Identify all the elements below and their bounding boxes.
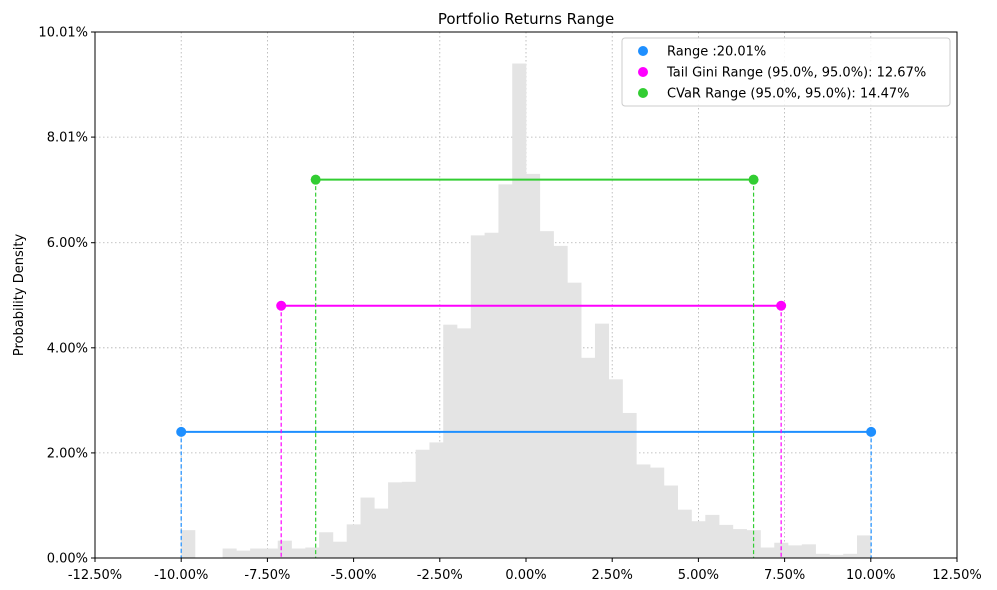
histogram-bar: [677, 509, 692, 558]
range-end-marker: [776, 300, 787, 311]
range-start-marker: [176, 426, 187, 437]
range-end-marker: [748, 174, 759, 185]
legend-label: Tail Gini Range (95.0%, 95.0%): 12.67%: [666, 66, 926, 81]
histogram-bar: [539, 231, 554, 558]
y-axis-ticks: 0.00% 2.00% 4.00% 6.00% 8.01% 10.01%: [38, 26, 95, 567]
histogram-bar: [512, 63, 527, 558]
histogram-bar: [788, 545, 803, 558]
chart-title: Portfolio Returns Range: [438, 10, 614, 28]
legend-label: CVaR Range (95.0%, 95.0%): 14.47%: [667, 87, 910, 102]
legend-marker: [638, 46, 648, 56]
histogram-bar: [305, 547, 320, 558]
histogram-bar: [498, 184, 513, 558]
histogram-bar: [594, 323, 610, 558]
histogram-bar: [857, 535, 872, 558]
histogram-bar: [360, 497, 375, 558]
histogram-bar: [388, 482, 403, 558]
histogram-bar: [429, 442, 444, 558]
range-lines: [176, 174, 877, 558]
y-tick-label: 4.00%: [47, 341, 88, 356]
x-tick-label: 5.00%: [678, 568, 719, 583]
histogram-bar: [691, 521, 706, 558]
histogram: [181, 63, 872, 559]
x-tick-label: -10.00%: [154, 568, 208, 583]
histogram-bar: [581, 357, 596, 558]
histogram-bar: [374, 508, 389, 558]
histogram-bar: [181, 530, 196, 558]
histogram-bar: [608, 379, 623, 558]
histogram-bar: [346, 524, 361, 558]
histogram-bar: [663, 485, 679, 558]
y-tick-label: 0.00%: [47, 552, 88, 567]
legend-label: Range :20.01%: [667, 45, 766, 60]
x-tick-label: -12.50%: [68, 568, 122, 583]
histogram-bar: [732, 529, 747, 558]
histogram-bar: [470, 235, 485, 558]
histogram-bar: [843, 553, 858, 558]
x-tick-label: 12.50%: [932, 568, 982, 583]
legend-box: [621, 37, 951, 107]
histogram-bar: [319, 532, 334, 558]
x-tick-label: -2.50%: [417, 568, 463, 583]
y-tick-label: 2.00%: [47, 446, 88, 461]
histogram-bar: [760, 547, 775, 558]
histogram-bar: [250, 548, 265, 558]
histogram-bar: [622, 412, 637, 558]
legend: Range :20.01% Tail Gini Range (95.0%, 95.…: [621, 37, 951, 107]
histogram-bar: [291, 548, 306, 558]
histogram-bar: [236, 550, 251, 558]
y-axis-label: Probability Density: [12, 234, 27, 357]
histogram-bar: [829, 554, 844, 558]
x-tick-label: 10.00%: [846, 568, 896, 583]
histogram-bar: [650, 467, 665, 558]
histogram-bar: [636, 464, 651, 558]
x-tick-label: 7.50%: [764, 568, 805, 583]
x-tick-label: -7.50%: [244, 568, 290, 583]
histogram-bar: [277, 540, 292, 558]
histogram-bar: [263, 548, 279, 558]
range-start-marker: [310, 174, 321, 185]
legend-marker: [638, 67, 648, 77]
histogram-bar: [553, 245, 568, 558]
y-tick-label: 6.00%: [47, 236, 88, 251]
histogram-bar: [484, 232, 499, 558]
x-tick-label: 2.50%: [592, 568, 633, 583]
x-tick-label: 0.00%: [505, 568, 546, 583]
histogram-bar: [567, 282, 582, 558]
x-tick-label: -5.00%: [331, 568, 377, 583]
histogram-bar: [457, 328, 472, 558]
histogram-bar: [719, 524, 734, 558]
y-tick-label: 8.01%: [47, 131, 88, 146]
histogram-bar: [801, 544, 816, 558]
histogram-bar: [332, 541, 348, 558]
legend-marker: [638, 88, 648, 98]
histogram-bar: [774, 542, 789, 558]
histogram-bar: [415, 449, 430, 558]
histogram-bar: [401, 481, 416, 558]
range-end-marker: [866, 426, 877, 437]
y-tick-label: 10.01%: [38, 26, 88, 41]
histogram-bar: [443, 324, 458, 558]
x-axis-ticks: -12.50% -10.00% -7.50% -5.00% -2.50% 0.00% 2.5…: [68, 558, 982, 583]
histogram-bar: [526, 173, 541, 559]
histogram-bar: [222, 548, 237, 558]
histogram-bar: [815, 553, 830, 558]
range-start-marker: [276, 300, 287, 311]
histogram-bar: [705, 514, 720, 558]
